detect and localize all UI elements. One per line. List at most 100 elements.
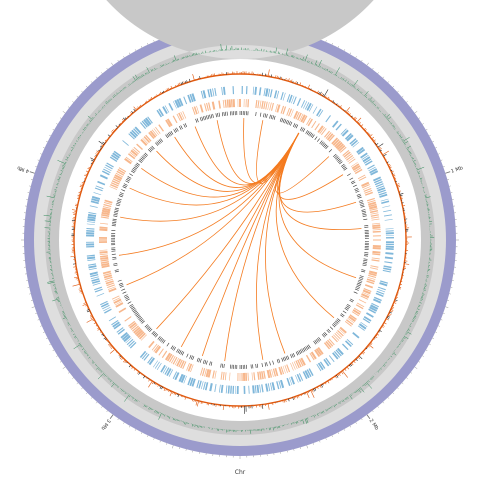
reverse-gene (103, 272, 112, 277)
rna-mark (113, 263, 118, 265)
gc-skew-bar (299, 58, 301, 60)
gc-skew-bar (379, 368, 381, 371)
gc-skew-bar (65, 159, 68, 161)
gc-content-bar (302, 84, 304, 87)
gc-skew-bar (409, 325, 412, 327)
reverse-gene (220, 371, 223, 380)
gc-content-bar (90, 157, 95, 161)
gc-content-bar (327, 96, 330, 100)
reverse-gene (178, 359, 183, 368)
reverse-gene (362, 289, 371, 295)
forward-gene (122, 140, 129, 146)
gc-content-bar (110, 345, 113, 348)
gc-content-bar (111, 131, 114, 134)
minor-tick (397, 90, 399, 93)
gc-skew-bar (392, 125, 395, 128)
gc-content-bar (95, 155, 97, 157)
forward-gene (308, 104, 314, 112)
rna-mark (326, 329, 330, 334)
forward-gene (377, 187, 386, 192)
reverse-gene (325, 132, 332, 139)
forward-gene (368, 308, 376, 314)
gc-content-bar (381, 326, 384, 328)
gc-content-bar (340, 371, 344, 375)
rna-mark (346, 305, 350, 309)
forward-gene (125, 337, 132, 344)
reverse-gene (349, 314, 357, 321)
gc-skew-bar (103, 106, 105, 108)
reverse-gene (158, 124, 165, 132)
rna-mark (291, 353, 294, 358)
forward-gene (174, 372, 180, 381)
gc-skew-bar (141, 74, 143, 77)
rna-mark (361, 210, 366, 213)
gc-skew-bar (114, 94, 117, 97)
forward-gene (109, 156, 118, 162)
forward-gene (101, 170, 110, 176)
reverse-gene (354, 168, 363, 175)
gc-content-bar (334, 375, 337, 379)
forward-gene (106, 162, 114, 168)
minor-tick (401, 95, 404, 98)
reverse-gene (196, 105, 200, 114)
forward-gene (87, 221, 96, 223)
gc-skew-bar (423, 288, 426, 290)
gc-skew-bar (194, 424, 196, 427)
reverse-gene (148, 340, 155, 349)
rna-mark (354, 288, 359, 291)
rna-mark (196, 357, 199, 362)
rna-mark (157, 140, 161, 144)
gc-content-bar (321, 92, 323, 96)
forward-gene (168, 102, 174, 111)
reverse-gene (129, 322, 137, 329)
gc-skew-bar (304, 418, 308, 424)
gc-skew-bar (394, 128, 396, 130)
rna-mark (333, 323, 337, 327)
rna-mark (313, 340, 317, 345)
gc-content-bar (73, 276, 79, 279)
gc-content-bar (379, 148, 382, 151)
rna-mark (114, 209, 119, 211)
forward-gene (147, 356, 153, 364)
gc-skew-bar (84, 351, 87, 354)
gc-skew-bar (402, 338, 404, 340)
gc-skew-bar (154, 67, 156, 70)
reverse-gene (112, 297, 121, 302)
gc-skew-bar (416, 166, 425, 171)
forward-gene (328, 355, 335, 363)
reverse-gene (228, 99, 232, 108)
reverse-gene (323, 342, 331, 350)
gc-skew-bar (125, 86, 127, 89)
forward-gene (93, 192, 102, 196)
rna-mark (363, 218, 368, 220)
minor-tick (382, 76, 385, 79)
reverse-gene (356, 302, 365, 308)
reverse-gene (259, 371, 262, 380)
gc-content-bar (90, 164, 92, 166)
minor-tick (377, 406, 379, 408)
gc-content-bar (95, 324, 98, 327)
rna-mark (321, 334, 325, 338)
gc-skew-bar (158, 411, 160, 414)
reverse-gene (135, 329, 144, 337)
reverse-gene (115, 172, 124, 178)
rna-mark (202, 359, 205, 364)
forward-gene (336, 347, 344, 356)
gc-skew-bar (44, 220, 51, 222)
gc-skew-bar (119, 90, 122, 93)
gc-skew-bar (393, 351, 395, 353)
gc-skew-bar (391, 353, 394, 355)
gc-skew-bar (98, 110, 100, 113)
reverse-gene (372, 226, 381, 229)
gc-content-bar (398, 288, 402, 290)
forward-gene (86, 223, 95, 226)
rna-mark (333, 153, 337, 157)
gc-skew-bar (384, 362, 386, 364)
minor-tick (62, 366, 66, 369)
reverse-gene (130, 149, 138, 157)
reverse-gene (106, 282, 115, 287)
major-tick (366, 414, 371, 420)
rna-mark (272, 360, 274, 365)
gc-content-bar (143, 375, 146, 379)
rna-mark (299, 126, 303, 131)
